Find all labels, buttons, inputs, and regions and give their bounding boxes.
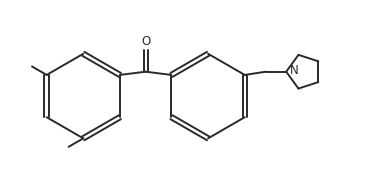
Text: O: O xyxy=(141,35,150,48)
Text: N: N xyxy=(290,64,298,77)
